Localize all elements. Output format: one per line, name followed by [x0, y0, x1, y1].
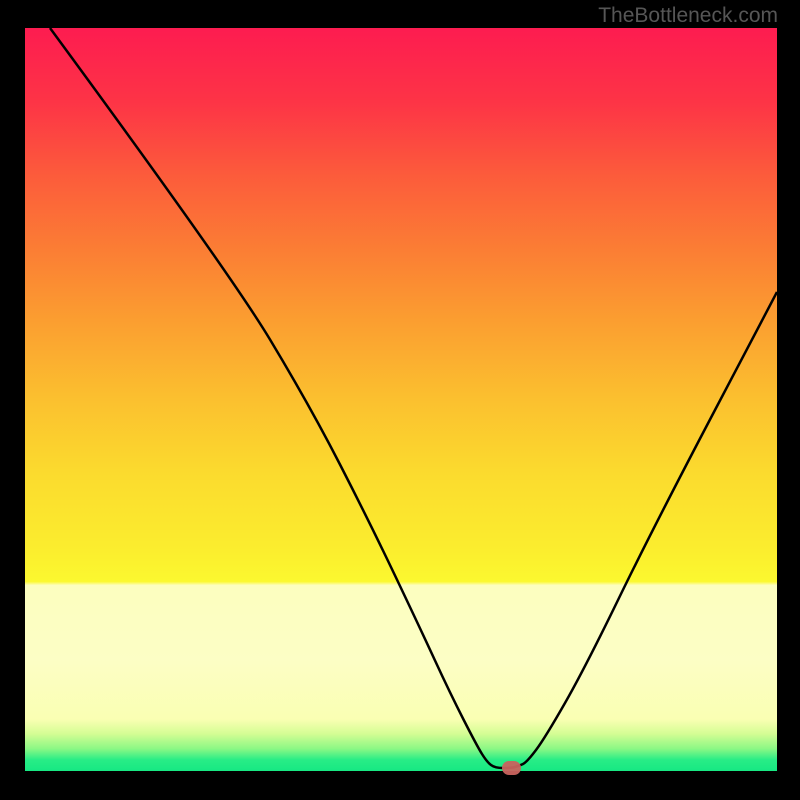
chart-container: [25, 28, 777, 771]
bottleneck-curve: [25, 28, 777, 771]
watermark: TheBottleneck.com: [598, 4, 778, 28]
optimal-point-marker: [502, 761, 521, 775]
